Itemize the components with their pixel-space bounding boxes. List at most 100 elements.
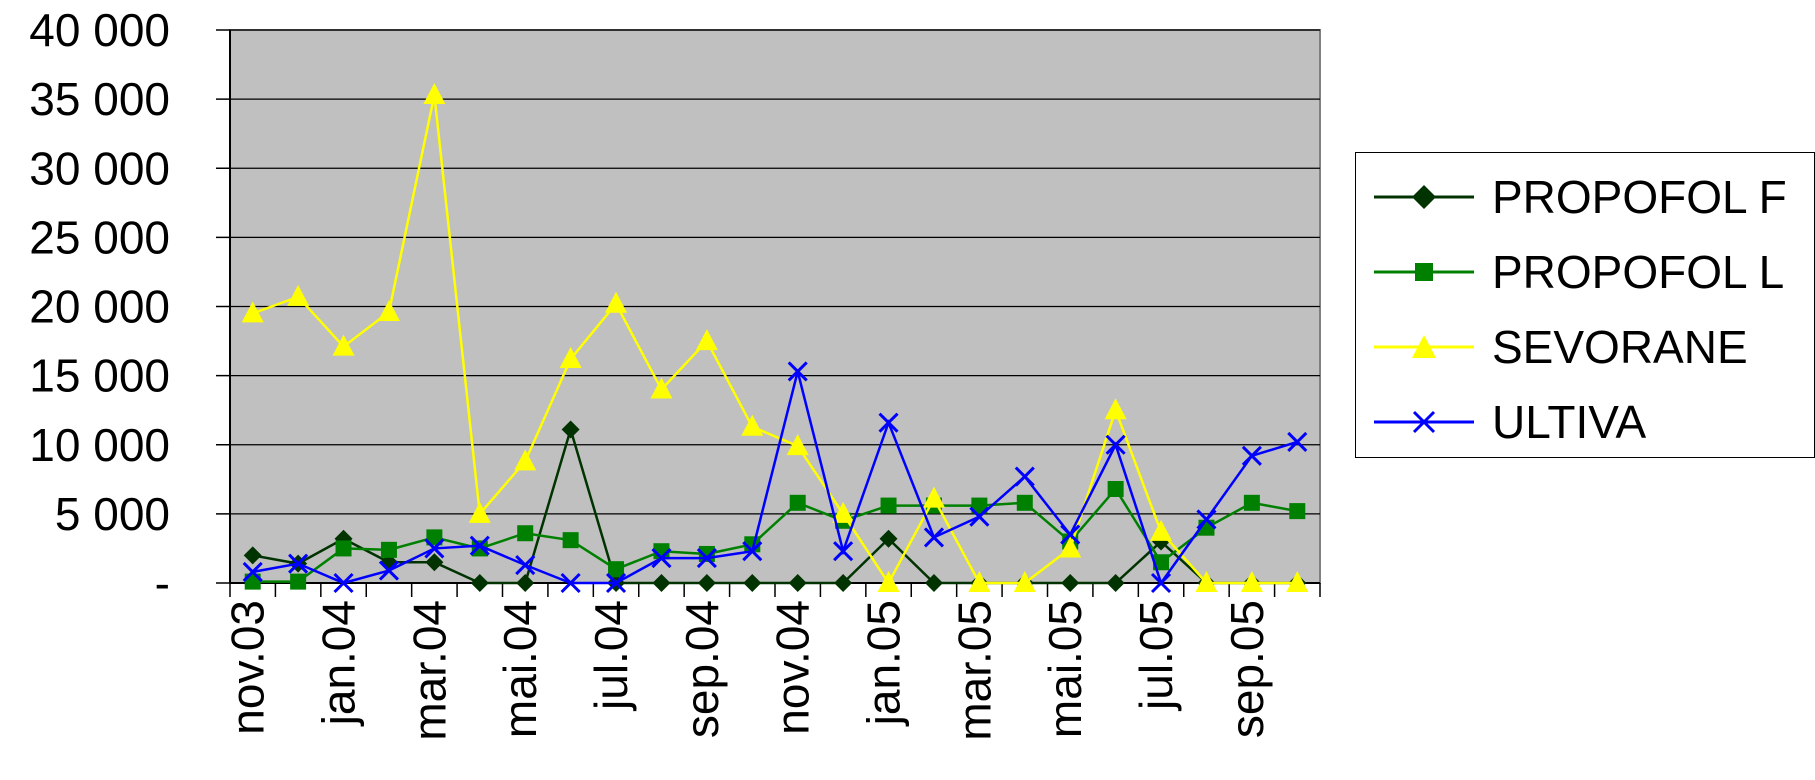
data-point <box>786 434 809 456</box>
data-point <box>561 420 580 439</box>
data-point <box>1105 434 1126 455</box>
x-tick-label: sep.04 <box>676 600 728 738</box>
data-point <box>697 574 716 592</box>
y-tick-label: 25 000 <box>29 211 170 263</box>
data-point <box>1013 571 1036 592</box>
data-point <box>1104 398 1127 420</box>
data-point <box>426 529 443 546</box>
y-tick-label: 20 000 <box>29 281 170 333</box>
legend: PROPOFOL F PROPOFOL L SEVORANE ULTIVA <box>1355 152 1815 458</box>
legend-item-sevorane: SEVORANE <box>1356 317 1748 377</box>
data-point <box>378 560 400 581</box>
data-point <box>877 571 900 592</box>
data-point <box>608 561 625 578</box>
legend-label-sevorane: SEVORANE <box>1492 321 1748 373</box>
x-tick-label: mai.05 <box>1039 600 1091 738</box>
data-point <box>832 501 855 523</box>
data-point <box>1153 554 1170 571</box>
data-point <box>335 540 352 557</box>
data-point <box>1061 574 1080 592</box>
data-point <box>741 414 764 436</box>
x-tick-label: jul.05 <box>1130 600 1182 712</box>
legend-item-ultiva: ULTIVA <box>1356 392 1646 452</box>
y-tick-label: 10 000 <box>29 419 170 471</box>
data-point <box>650 377 673 399</box>
data-point <box>833 541 854 562</box>
y-tick-label: 40 000 <box>29 4 170 56</box>
data-point <box>516 574 535 592</box>
data-point <box>605 572 627 594</box>
data-point <box>1240 571 1263 592</box>
data-point <box>1286 571 1309 592</box>
data-point <box>515 554 536 576</box>
data-point <box>471 540 488 557</box>
data-point <box>971 497 988 514</box>
legend-triangle-marker-icon <box>1374 335 1474 358</box>
data-point <box>1016 494 1033 511</box>
data-point <box>1107 480 1124 497</box>
data-point <box>879 529 898 548</box>
data-point <box>743 574 762 592</box>
series-line-3 <box>252 371 1298 586</box>
legend-square-marker-icon <box>1374 263 1474 281</box>
data-point <box>1241 445 1262 466</box>
data-point <box>333 572 354 594</box>
x-tick-label: nov.03 <box>222 600 274 735</box>
x-tick-label: sep.05 <box>1221 600 1273 738</box>
data-point <box>517 525 534 542</box>
x-tick-label: jul.04 <box>585 600 637 712</box>
data-point <box>559 347 582 369</box>
data-point <box>560 572 581 594</box>
data-point <box>742 541 763 562</box>
data-point <box>469 535 490 556</box>
data-point <box>377 300 400 322</box>
y-tick-label: 5 000 <box>55 488 170 540</box>
data-point <box>924 574 943 592</box>
y-tick-label: 15 000 <box>29 350 170 402</box>
data-point <box>605 291 628 313</box>
x-tick-label: jan.04 <box>313 600 365 727</box>
legend-label-propofol-f: PROPOFOL F <box>1492 171 1787 223</box>
x-tick-label: mai.04 <box>494 600 546 738</box>
x-tick-label: mar.04 <box>403 600 455 741</box>
data-point <box>652 574 671 592</box>
series-line-2 <box>252 94 1298 586</box>
data-point <box>468 501 491 523</box>
legend-label-ultiva: ULTIVA <box>1492 396 1647 448</box>
legend-item-propofol-l: PROPOFOL L <box>1356 242 1784 302</box>
data-point <box>1287 431 1308 453</box>
x-tick-label: nov.04 <box>767 600 819 735</box>
data-point <box>788 574 807 592</box>
data-point <box>242 561 263 583</box>
data-point <box>880 497 897 514</box>
data-point <box>287 284 310 306</box>
data-point <box>696 548 717 569</box>
legend-item-propofol-f: PROPOFOL F <box>1356 167 1787 227</box>
data-point <box>695 329 718 351</box>
data-point <box>1060 524 1081 545</box>
data-point <box>1150 519 1173 541</box>
data-point <box>1059 536 1082 558</box>
data-point <box>1196 509 1217 530</box>
data-point <box>424 538 445 559</box>
data-point <box>290 573 307 590</box>
data-point <box>243 546 262 565</box>
data-point <box>514 449 537 471</box>
y-tick-label: 30 000 <box>29 142 170 194</box>
data-point <box>1106 574 1125 592</box>
data-point <box>470 574 489 592</box>
data-point <box>789 494 806 511</box>
data-point <box>1195 571 1218 592</box>
data-point <box>1014 466 1035 487</box>
data-point <box>651 548 672 569</box>
data-point <box>423 82 446 104</box>
data-point <box>922 486 945 508</box>
data-point <box>878 412 899 433</box>
legend-x-marker-icon <box>1374 410 1474 434</box>
legend-label-propofol-l: PROPOFOL L <box>1492 246 1785 298</box>
y-tick-label: - <box>155 557 170 609</box>
data-point <box>288 553 309 574</box>
data-point <box>969 506 990 527</box>
data-point <box>968 571 991 592</box>
